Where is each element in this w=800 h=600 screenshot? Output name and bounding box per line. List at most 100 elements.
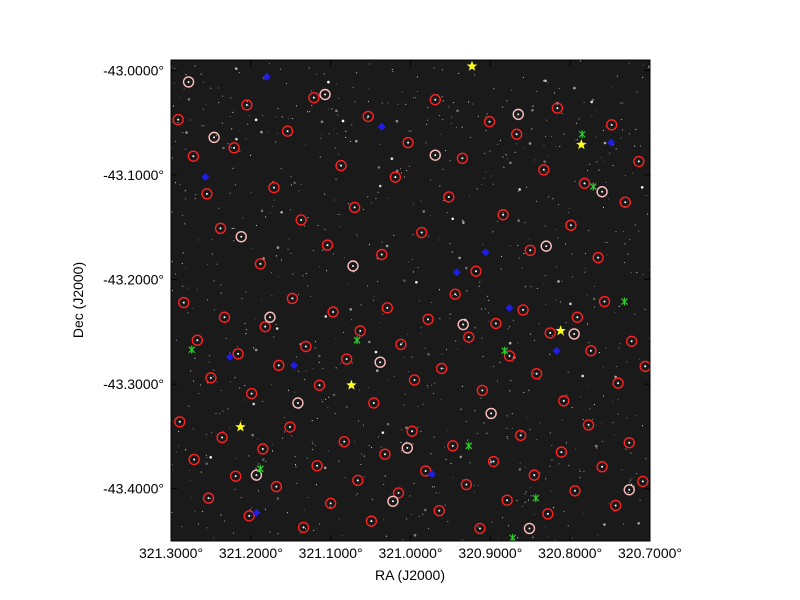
field-star xyxy=(205,434,207,436)
field-star xyxy=(230,97,232,99)
field-star xyxy=(338,153,340,155)
field-star xyxy=(245,138,247,140)
field-star xyxy=(417,426,419,428)
field-star xyxy=(280,210,283,214)
field-star xyxy=(381,431,385,434)
field-star xyxy=(370,202,372,204)
source-center-dot xyxy=(372,401,375,404)
field-star xyxy=(642,425,644,427)
source-center-dot xyxy=(386,306,389,309)
source-center-dot xyxy=(454,293,457,296)
source-cross-marker xyxy=(353,336,361,345)
field-star xyxy=(619,343,621,345)
x-tick-label: 321.2000° xyxy=(219,545,283,561)
field-star xyxy=(319,266,321,268)
field-star xyxy=(309,111,311,113)
source-circle-marker xyxy=(605,119,618,131)
field-star xyxy=(176,451,178,453)
field-star xyxy=(335,367,337,369)
source-circle-marker xyxy=(524,244,536,257)
source-circle-marker xyxy=(352,474,364,487)
field-star xyxy=(468,101,470,103)
field-star xyxy=(367,196,369,198)
source-circle-marker xyxy=(232,348,244,360)
field-star xyxy=(188,405,190,407)
field-star xyxy=(624,243,626,245)
field-star xyxy=(361,453,363,455)
source-center-dot xyxy=(434,154,437,157)
source-cross-marker xyxy=(621,297,628,306)
field-star xyxy=(335,338,337,340)
field-star xyxy=(451,251,453,253)
field-star xyxy=(604,241,607,244)
source-star-marker xyxy=(576,139,587,150)
sky-image-background xyxy=(171,60,650,541)
field-star xyxy=(419,300,421,302)
field-star xyxy=(647,213,649,215)
source-center-dot xyxy=(275,485,278,488)
source-center-dot xyxy=(494,322,497,325)
field-star xyxy=(477,115,479,117)
field-star xyxy=(614,375,617,379)
field-star xyxy=(202,108,204,110)
source-center-dot xyxy=(207,497,210,500)
field-star xyxy=(516,500,518,502)
source-circle-marker xyxy=(514,429,527,442)
source-center-dot xyxy=(178,420,181,423)
field-star xyxy=(272,444,274,446)
field-star xyxy=(281,437,283,439)
field-star xyxy=(411,205,414,207)
field-star xyxy=(443,446,446,448)
source-center-dot xyxy=(601,190,604,193)
source-diamond-marker xyxy=(226,352,235,361)
field-star xyxy=(523,147,525,149)
field-star xyxy=(605,181,607,183)
source-center-dot xyxy=(424,469,427,472)
field-star xyxy=(311,420,313,422)
x-tick-label: 321.1000° xyxy=(299,545,363,561)
field-star xyxy=(434,382,436,384)
field-star xyxy=(558,88,560,90)
field-star xyxy=(174,68,176,70)
field-star xyxy=(290,435,292,437)
field-star xyxy=(615,231,617,233)
field-star xyxy=(579,477,581,479)
field-star xyxy=(508,326,510,328)
field-star xyxy=(512,319,514,321)
field-star xyxy=(182,132,184,134)
field-star xyxy=(448,106,450,108)
field-star xyxy=(383,483,385,486)
source-center-dot xyxy=(440,367,443,370)
source-center-dot xyxy=(529,249,532,252)
field-star xyxy=(187,98,191,101)
field-star xyxy=(622,523,625,525)
field-star xyxy=(205,462,209,465)
field-star xyxy=(498,537,500,540)
field-star xyxy=(600,422,602,424)
field-star xyxy=(356,493,358,495)
source-center-dot xyxy=(617,382,620,385)
source-center-dot xyxy=(560,451,563,454)
source-center-dot xyxy=(610,123,613,126)
field-star xyxy=(298,294,300,296)
field-star xyxy=(190,370,192,372)
field-star xyxy=(479,281,481,283)
field-star xyxy=(501,517,504,519)
source-center-dot xyxy=(182,301,185,304)
source-circle-marker xyxy=(281,125,294,137)
field-star xyxy=(213,309,215,311)
field-star xyxy=(550,136,552,138)
source-circle-marker xyxy=(435,362,448,375)
field-star xyxy=(569,302,572,306)
field-star xyxy=(338,97,340,99)
field-star xyxy=(210,87,212,89)
field-star xyxy=(450,462,452,465)
field-star xyxy=(561,280,563,282)
field-star xyxy=(246,329,248,331)
field-star xyxy=(287,512,289,514)
field-star xyxy=(190,496,192,498)
field-star xyxy=(276,246,280,249)
field-star xyxy=(295,356,298,358)
field-star xyxy=(545,171,547,173)
field-star xyxy=(372,299,374,301)
